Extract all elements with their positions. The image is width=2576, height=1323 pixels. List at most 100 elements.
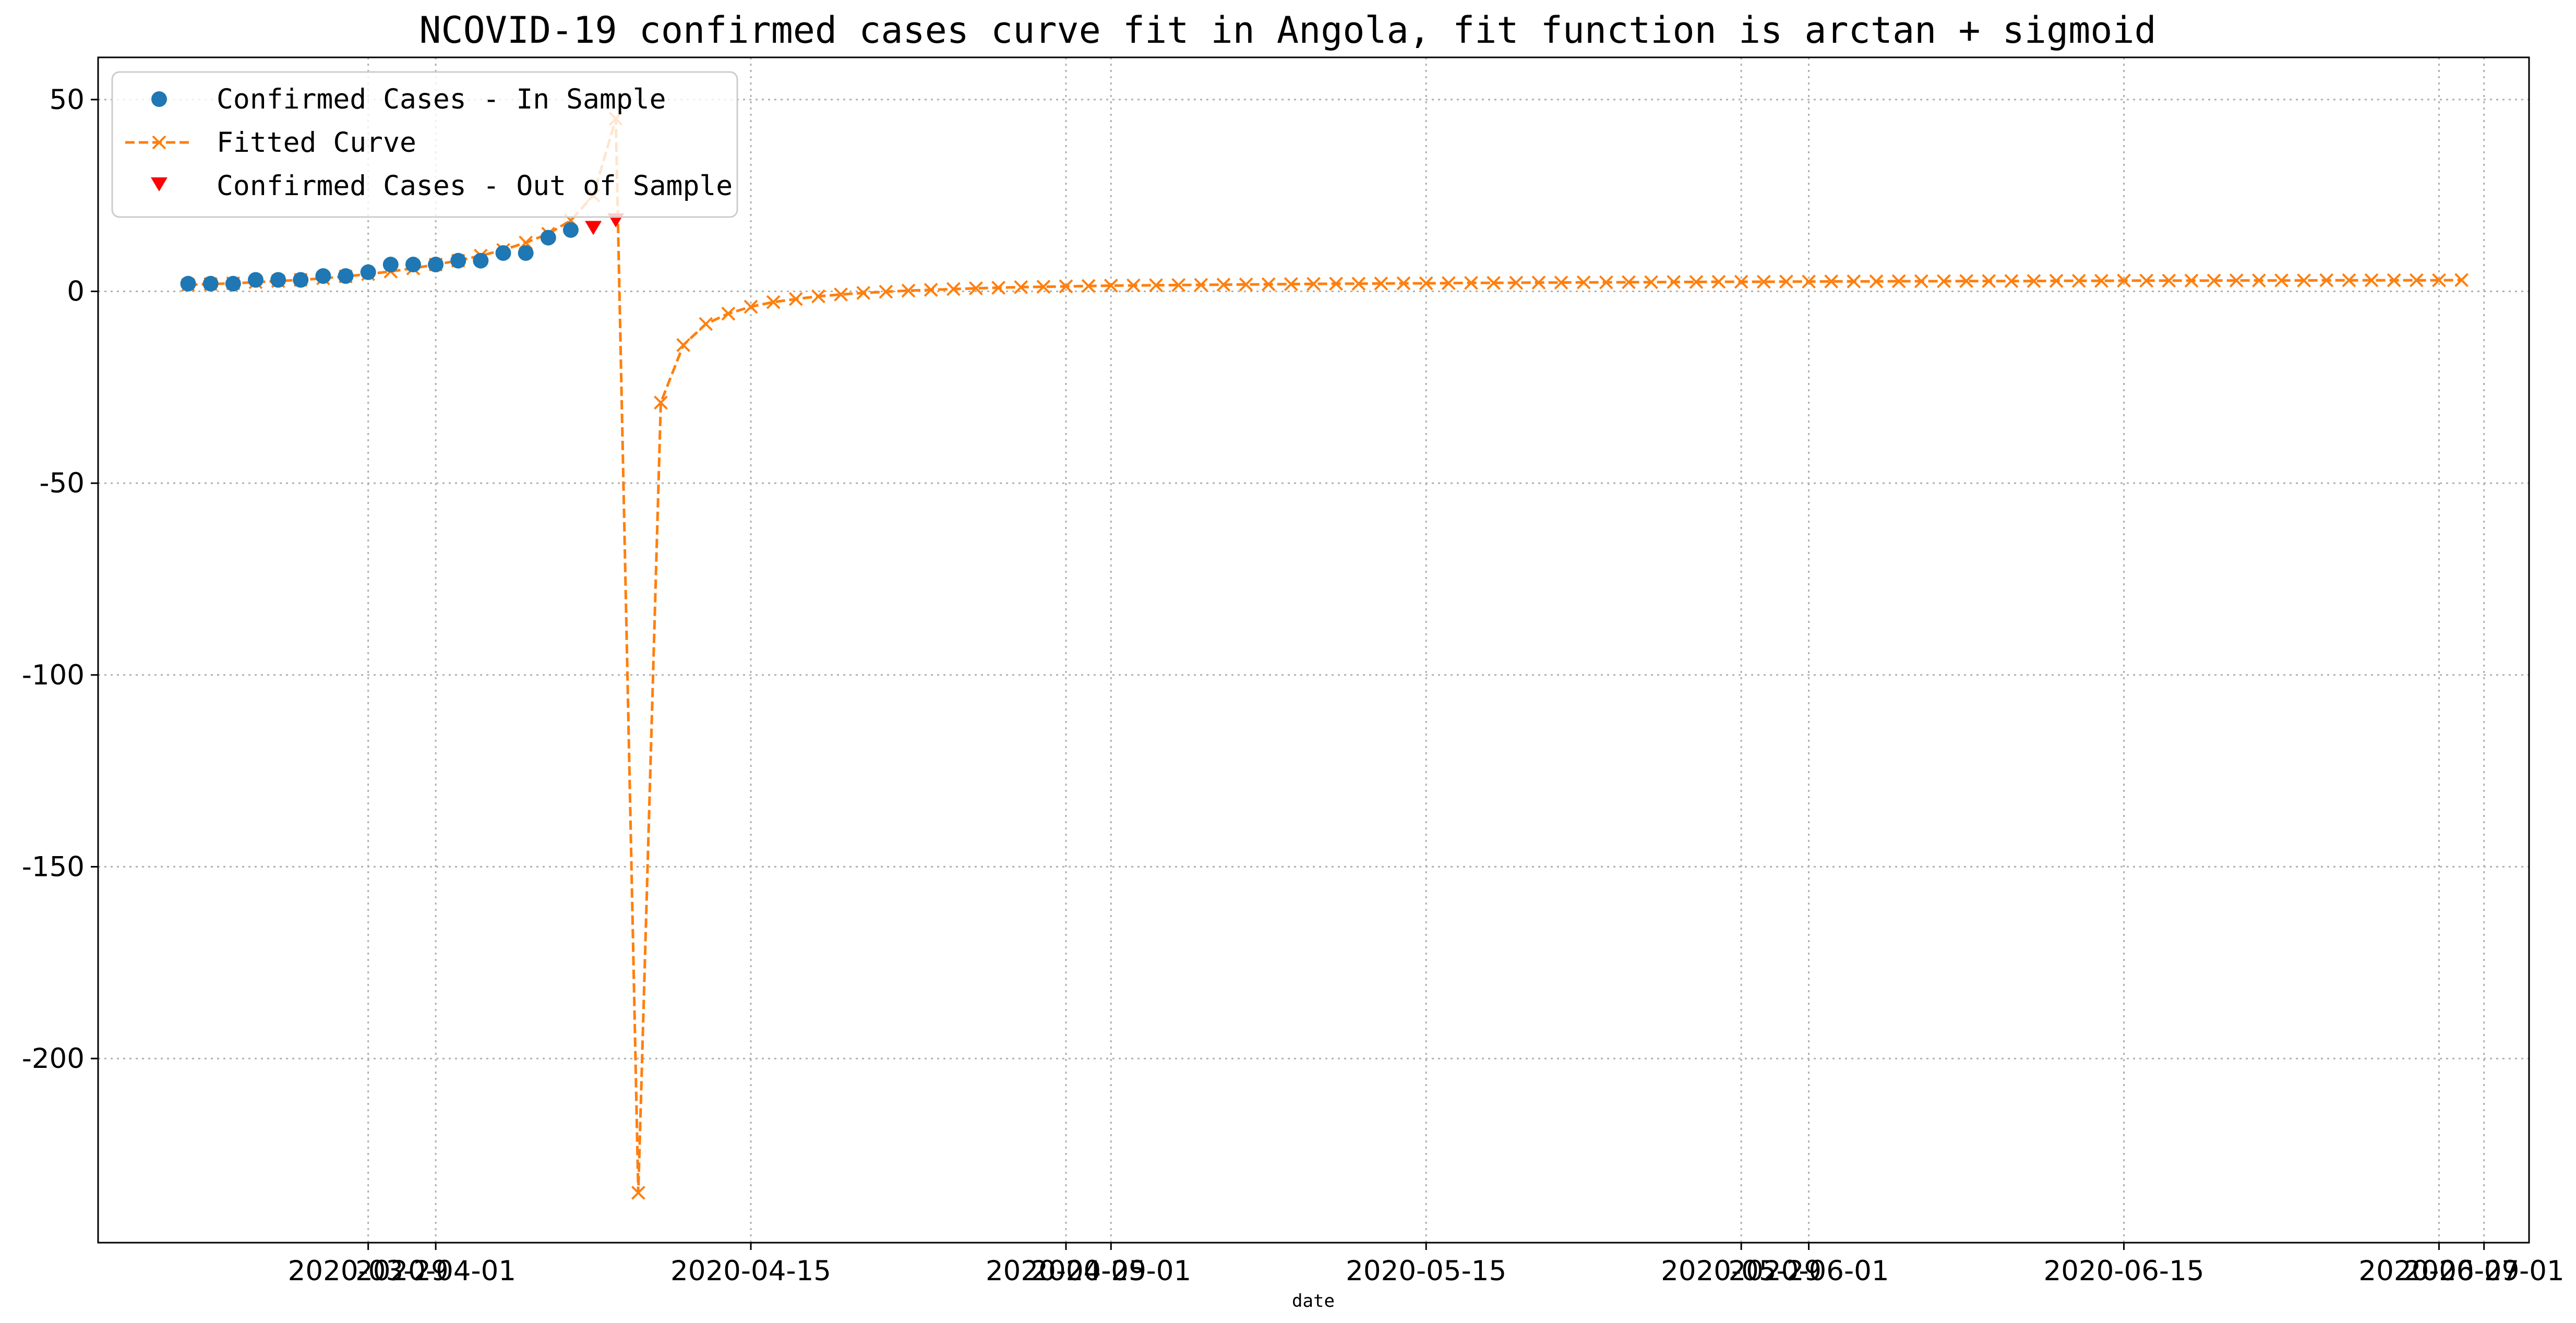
- fitted-curve-point: [766, 295, 781, 309]
- fitted-curve-point: [1756, 274, 1771, 289]
- fitted-curve-point: [1307, 276, 1321, 291]
- fitted-curve-point: [1351, 276, 1366, 291]
- fitted-curve-point: [1081, 279, 1096, 293]
- in-sample-point: [202, 275, 219, 292]
- fitted-curve-point: [856, 286, 871, 300]
- fitted-curve-point: [1982, 274, 1996, 288]
- fitted-curve-point: [1216, 278, 1231, 292]
- series-in-sample: [180, 222, 579, 292]
- in-sample-point: [495, 245, 511, 261]
- x-tick-label: 2020-04-01: [355, 1255, 516, 1287]
- fitted-curve-point: [1261, 277, 1276, 292]
- fitted-curve-point: [1104, 279, 1118, 293]
- y-tick-label: 50: [50, 84, 85, 116]
- fitted-curve-point: [2342, 273, 2356, 287]
- fitted-curve-line: [188, 118, 2462, 1193]
- fitted-curve-point: [2229, 273, 2244, 287]
- in-sample-point: [225, 275, 241, 292]
- fitted-curve-point: [2364, 273, 2379, 287]
- fitted-curve-point: [1239, 277, 1253, 292]
- x-tick-label: 2020-04-15: [670, 1255, 831, 1287]
- fitted-curve-point: [1869, 274, 1884, 288]
- in-sample-point: [473, 252, 489, 269]
- fitted-curve-point: [1374, 276, 1388, 291]
- x-tick-label: 2020-04-29: [986, 1255, 1146, 1287]
- fitted-curve-point: [2094, 273, 2108, 288]
- x-axis-label: date: [1292, 1291, 1335, 1312]
- fitted-curve-point: [811, 289, 825, 304]
- fitted-curve-point: [2139, 273, 2154, 288]
- x-tick-label: 2020-05-15: [1346, 1255, 1506, 1287]
- in-sample-point: [428, 257, 444, 273]
- fitted-curve-point: [2027, 274, 2041, 288]
- legend-box: [111, 71, 738, 218]
- fitted-curve-point: [1149, 278, 1163, 293]
- in-sample-point: [338, 268, 354, 284]
- fitted-curve-point: [2251, 273, 2266, 287]
- legend-marker-out-of-sample: [151, 177, 167, 191]
- fitted-curve-point: [1014, 280, 1028, 294]
- fitted-curve-point: [1464, 275, 1478, 290]
- x-tick-label: 2020-06-15: [2043, 1255, 2204, 1287]
- in-sample-point: [562, 222, 579, 238]
- fitted-curve-point: [2274, 273, 2289, 287]
- fitted-curve-point: [2162, 273, 2176, 288]
- fitted-curve-point: [1531, 275, 1546, 290]
- fitted-curve-point: [1689, 275, 1704, 289]
- fitted-curve-point: [1036, 280, 1051, 294]
- fitted-curve-point: [654, 395, 668, 410]
- fitted-curve-point: [2071, 273, 2086, 288]
- fitted-curve-point: [1576, 275, 1591, 290]
- fitted-curve-point: [2432, 273, 2446, 287]
- fitted-curve-point: [2319, 273, 2334, 287]
- fitted-curve-point: [1824, 274, 1839, 288]
- fitted-curve-point: [946, 282, 961, 296]
- fitted-curve-point: [879, 284, 893, 299]
- in-sample-point: [315, 268, 331, 284]
- fitted-curve-point: [676, 338, 691, 352]
- fitted-curve-point: [1441, 276, 1456, 291]
- in-sample-point: [382, 257, 399, 273]
- fitted-curve-point: [1644, 275, 1658, 290]
- grid-layer: [98, 57, 2529, 1243]
- y-tick-label: -50: [39, 467, 85, 499]
- in-sample-point: [293, 272, 309, 288]
- fitted-curve-point: [2297, 273, 2311, 287]
- fitted-curve-point: [2409, 273, 2424, 287]
- fitted-curve-point: [1487, 275, 1501, 290]
- legend-label-in-sample: Confirmed Cases - In Sample: [217, 83, 666, 115]
- x-tick-label: 2020-07-01: [2404, 1255, 2565, 1287]
- fitted-curve-point: [631, 1185, 645, 1200]
- plot-frame: [97, 56, 2530, 1244]
- fitted-curve-point: [1667, 275, 1681, 289]
- fitted-curve-point: [1171, 278, 1186, 292]
- fitted-curve-point: [1599, 275, 1613, 290]
- fitted-curve-point: [788, 292, 803, 306]
- x-tick-label: 2020-03-29: [288, 1255, 449, 1287]
- legend: Confirmed Cases - In Sample Fitted Curve…: [111, 71, 738, 218]
- in-sample-point: [405, 257, 421, 273]
- fitted-curve-point: [2454, 273, 2469, 287]
- fitted-curve-point: [1419, 276, 1433, 291]
- in-sample-point: [360, 264, 376, 280]
- y-tick-label: -100: [22, 659, 85, 691]
- fitted-curve-point: [721, 306, 736, 321]
- in-sample-point: [518, 245, 534, 261]
- legend-marker-fitted-curve: [125, 135, 193, 150]
- fitted-curve-point: [2387, 273, 2401, 287]
- fitted-curve-point: [1329, 276, 1344, 291]
- fitted-curve-point: [2184, 273, 2199, 288]
- fitted-curve-point: [991, 281, 1005, 295]
- y-tick-label: 0: [67, 276, 85, 308]
- fitted-curve-point: [1734, 274, 1748, 289]
- x-tick-label: 2020-05-01: [1031, 1255, 1191, 1287]
- in-sample-point: [450, 252, 466, 269]
- in-sample-point: [540, 230, 556, 246]
- legend-marker-in-sample: [151, 91, 167, 107]
- y-tick-label: -150: [22, 851, 85, 883]
- fitted-curve-point: [1509, 275, 1524, 290]
- fitted-curve-point: [1554, 275, 1568, 290]
- fitted-curve-point: [699, 317, 713, 331]
